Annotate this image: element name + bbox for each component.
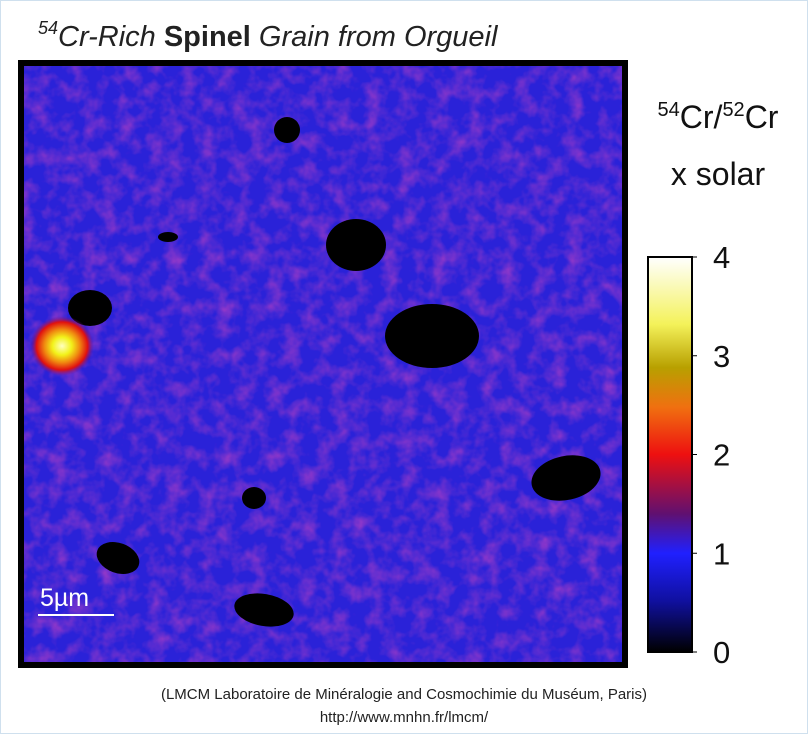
colorbar-label: 54Cr/52Cr: [658, 99, 779, 135]
colorbar-tick-label: 0: [713, 635, 730, 670]
colorbar-tick-label: 3: [713, 339, 730, 374]
colorbar-label-line2: x solar: [671, 156, 766, 192]
colorbar-tick-label: 1: [713, 536, 730, 571]
colorbar-tick-label: 4: [713, 240, 730, 275]
title: 54Cr-Rich Spinel Grain from Orgueil: [38, 18, 499, 53]
credit: (LMCM Laboratoire de Minéralogie and Cos…: [161, 686, 647, 703]
colorbar-ticks: 0 1 2 3 4: [692, 240, 730, 670]
map: 5µm: [18, 60, 628, 668]
credit-url: http://www.mnhn.fr/lmcm/: [320, 709, 489, 726]
colorbar: [647, 256, 693, 653]
colorbar-tick-label: 2: [713, 438, 730, 473]
scale-bar-label: 5µm: [40, 584, 89, 612]
